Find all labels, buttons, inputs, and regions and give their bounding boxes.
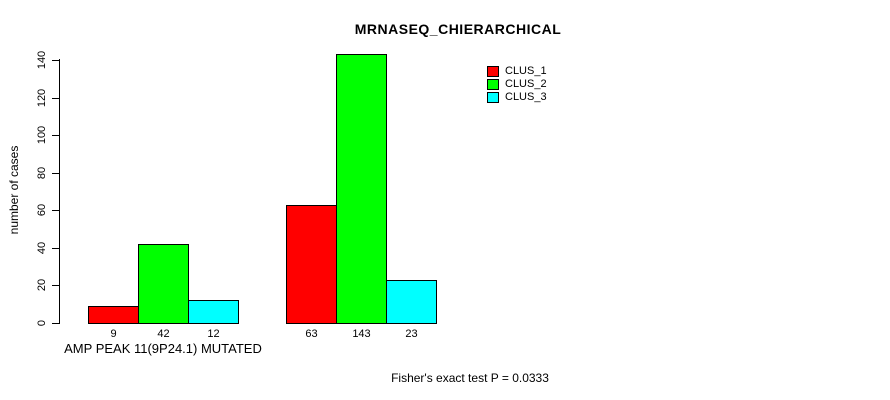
y-axis-tick-label: 60 — [36, 203, 48, 217]
legend-label: CLUS_1 — [505, 64, 547, 77]
legend-item-clus_1: CLUS_1 — [487, 65, 547, 77]
bar-value-label: 23 — [405, 328, 418, 340]
bar-clus_1-group2 — [286, 205, 337, 324]
legend-swatch-clus_1 — [487, 65, 499, 77]
y-axis-tick-label: 20 — [36, 278, 48, 292]
bar-clus_3-group1 — [188, 300, 239, 324]
legend-swatch-clus_3 — [487, 91, 499, 103]
y-axis-tick — [52, 210, 59, 211]
y-axis-tick — [52, 98, 59, 99]
y-axis-tick — [52, 60, 59, 61]
y-axis-tick-label: 0 — [36, 319, 48, 327]
legend-label: CLUS_3 — [505, 90, 547, 103]
legend-item-clus_2: CLUS_2 — [487, 78, 547, 90]
y-axis-tick — [52, 135, 59, 136]
y-axis-tick-label: 100 — [36, 125, 48, 145]
y-axis-title: number of cases — [7, 145, 21, 235]
bar-clus_3-group2 — [386, 280, 437, 324]
y-axis-tick-label: 80 — [36, 166, 48, 180]
bar-value-label: 9 — [110, 328, 117, 340]
y-axis-line — [59, 59, 60, 324]
y-axis-tick-label: 140 — [36, 50, 48, 70]
y-axis-tick — [52, 323, 59, 324]
bar-value-label: 42 — [157, 328, 170, 340]
footnote: Fisher's exact test P = 0.0333 — [391, 371, 549, 385]
bar-value-label: 143 — [352, 328, 371, 340]
legend-item-clus_3: CLUS_3 — [487, 91, 547, 103]
chart-title: MRNASEQ_CHIERARCHICAL — [354, 21, 562, 37]
y-axis-tick-label: 120 — [36, 88, 48, 108]
y-axis-tick-label: 40 — [36, 241, 48, 255]
bar-clus_2-group2 — [336, 54, 387, 324]
y-axis-tick — [52, 248, 59, 249]
y-axis-tick — [52, 285, 59, 286]
y-axis-tick — [52, 173, 59, 174]
bar-value-label: 63 — [305, 328, 318, 340]
legend: CLUS_1 CLUS_2 CLUS_3 — [487, 65, 547, 104]
bar-clus_2-group1 — [138, 244, 189, 324]
legend-swatch-clus_2 — [487, 78, 499, 90]
category-label: AMP PEAK 11(9P24.1) MUTATED — [64, 341, 262, 356]
legend-label: CLUS_2 — [505, 77, 547, 90]
bar-value-label: 12 — [207, 328, 220, 340]
bar-clus_1-group1 — [88, 306, 139, 324]
